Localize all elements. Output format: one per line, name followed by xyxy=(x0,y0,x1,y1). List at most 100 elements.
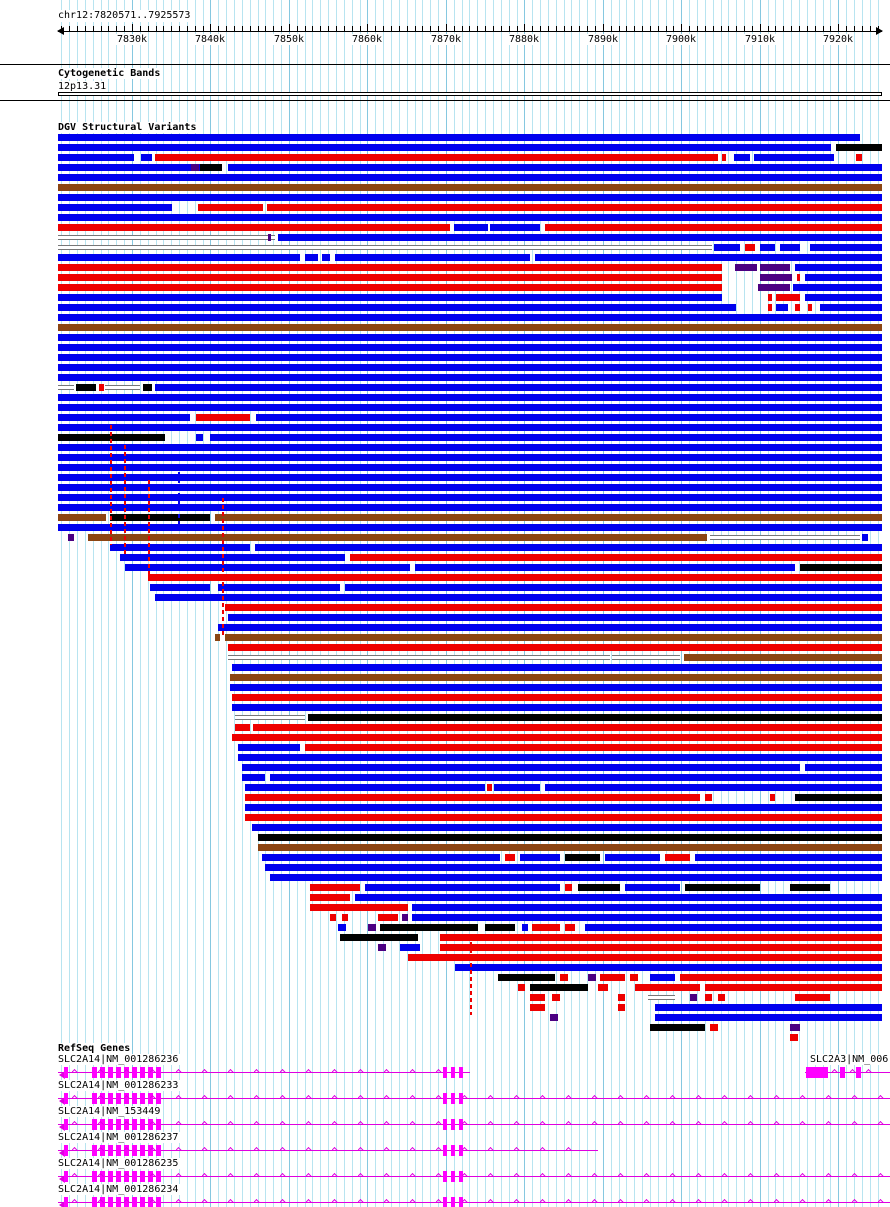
variant-segment[interactable] xyxy=(232,664,882,671)
variant-segment[interactable] xyxy=(76,384,96,391)
gene-label[interactable]: SLC2A14|NM_001286233 xyxy=(58,1080,181,1091)
variant-segment[interactable] xyxy=(232,704,882,711)
variant-segment[interactable] xyxy=(635,984,700,991)
variant-segment[interactable] xyxy=(355,894,882,901)
gene-exon[interactable] xyxy=(140,1093,145,1104)
variant-segment[interactable] xyxy=(230,674,882,681)
variant-segment[interactable] xyxy=(718,994,725,1001)
variant-row[interactable] xyxy=(0,943,890,953)
variant-segment[interactable] xyxy=(258,844,882,851)
variant-row[interactable] xyxy=(0,303,890,313)
variant-segment[interactable] xyxy=(58,374,882,381)
variant-segment[interactable] xyxy=(655,1014,882,1021)
variant-segment[interactable] xyxy=(705,794,712,801)
variant-segment[interactable] xyxy=(705,984,882,991)
variant-row[interactable] xyxy=(0,433,890,443)
variant-segment[interactable] xyxy=(684,654,882,661)
variant-segment[interactable] xyxy=(230,684,882,691)
variant-segment[interactable] xyxy=(560,974,568,981)
variant-row[interactable] xyxy=(0,653,890,663)
variant-row[interactable] xyxy=(0,363,890,373)
variant-segment[interactable] xyxy=(196,434,203,441)
variant-row[interactable] xyxy=(0,813,890,823)
variant-segment[interactable] xyxy=(232,694,882,701)
variant-row[interactable] xyxy=(0,913,890,923)
variant-row[interactable] xyxy=(0,373,890,383)
variant-segment[interactable] xyxy=(58,464,882,471)
variant-segment[interactable] xyxy=(245,804,882,811)
gene-exon[interactable] xyxy=(116,1171,121,1182)
gene-exon[interactable] xyxy=(156,1145,161,1156)
variant-row[interactable] xyxy=(0,643,890,653)
gene-exon[interactable] xyxy=(156,1067,161,1078)
gene-exon[interactable] xyxy=(64,1145,68,1156)
variant-row[interactable] xyxy=(0,413,890,423)
variant-segment[interactable] xyxy=(242,764,800,771)
variant-row[interactable] xyxy=(0,563,890,573)
variant-segment[interactable] xyxy=(58,514,106,521)
variant-segment[interactable] xyxy=(485,924,515,931)
variant-segment[interactable] xyxy=(262,854,500,861)
variant-segment[interactable] xyxy=(520,854,560,861)
variant-segment[interactable] xyxy=(58,404,882,411)
variant-segment[interactable] xyxy=(415,564,795,571)
variant-segment[interactable] xyxy=(150,584,210,591)
variant-segment[interactable] xyxy=(338,924,346,931)
variant-segment[interactable] xyxy=(267,204,882,211)
variant-segment[interactable] xyxy=(58,504,882,511)
variant-segment[interactable] xyxy=(805,294,882,301)
gene-exon[interactable] xyxy=(92,1119,97,1130)
variant-row[interactable] xyxy=(0,933,890,943)
variant-segment[interactable] xyxy=(99,384,104,391)
gene-exon[interactable] xyxy=(132,1119,137,1130)
gene-exon[interactable] xyxy=(116,1067,121,1078)
variant-segment[interactable] xyxy=(605,854,660,861)
variant-row[interactable] xyxy=(0,793,890,803)
variant-row[interactable] xyxy=(0,753,890,763)
variant-row[interactable] xyxy=(0,453,890,463)
variant-segment[interactable] xyxy=(58,164,193,171)
variant-row[interactable] xyxy=(0,333,890,343)
gene-exon[interactable] xyxy=(64,1093,68,1104)
gene-exon[interactable] xyxy=(156,1171,161,1182)
variant-segment[interactable] xyxy=(245,814,882,821)
variant-row[interactable] xyxy=(0,803,890,813)
variant-row[interactable] xyxy=(0,233,890,243)
variant-row[interactable] xyxy=(0,203,890,213)
cytoband-label[interactable]: 12p13.31 xyxy=(58,81,109,92)
gene-exon[interactable] xyxy=(156,1119,161,1130)
variant-row[interactable] xyxy=(0,993,890,1003)
variant-segment-outline[interactable] xyxy=(105,385,140,390)
variant-segment[interactable] xyxy=(530,984,588,991)
variant-segment[interactable] xyxy=(680,974,882,981)
variant-row[interactable] xyxy=(0,573,890,583)
variant-segment[interactable] xyxy=(760,274,792,281)
variant-row[interactable] xyxy=(0,743,890,753)
variant-segment[interactable] xyxy=(862,534,868,541)
variant-segment[interactable] xyxy=(412,914,882,921)
variant-segment[interactable] xyxy=(58,394,882,401)
gene-exon[interactable] xyxy=(156,1197,161,1207)
gene-exon[interactable] xyxy=(108,1093,113,1104)
gene-exon[interactable] xyxy=(806,1067,828,1078)
variant-row[interactable] xyxy=(0,263,890,273)
variant-segment-outline[interactable] xyxy=(710,535,860,540)
variant-segment[interactable] xyxy=(758,284,790,291)
gene-row[interactable]: SLC2A14|NM_001286235 xyxy=(0,1158,890,1184)
gene-exon[interactable] xyxy=(459,1067,463,1078)
variant-segment[interactable] xyxy=(310,904,408,911)
variant-row[interactable] xyxy=(0,883,890,893)
gene-label[interactable]: SLC2A14|NM_001286236 xyxy=(58,1054,181,1065)
variant-segment[interactable] xyxy=(378,944,386,951)
variant-segment[interactable] xyxy=(58,214,882,221)
gene-exon[interactable] xyxy=(451,1067,455,1078)
gene-exon[interactable] xyxy=(92,1171,97,1182)
variant-row[interactable] xyxy=(0,783,890,793)
variant-segment[interactable] xyxy=(790,884,830,891)
variant-segment[interactable] xyxy=(768,304,772,311)
variant-segment[interactable] xyxy=(58,354,882,361)
variant-segment[interactable] xyxy=(225,634,882,641)
variant-segment[interactable] xyxy=(535,254,882,261)
gene-exon[interactable] xyxy=(443,1093,447,1104)
variant-segment[interactable] xyxy=(218,624,882,631)
